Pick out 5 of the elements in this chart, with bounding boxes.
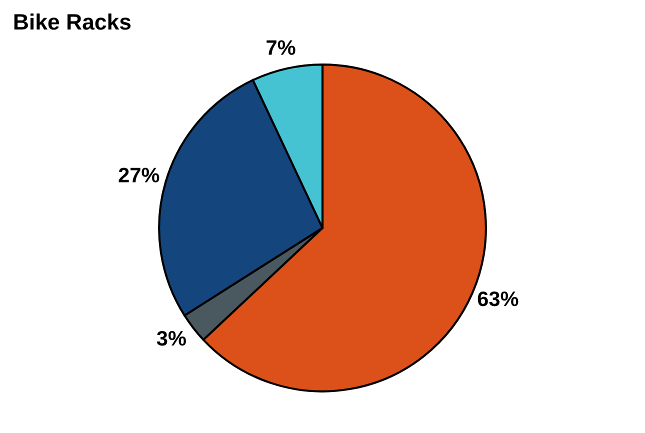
data-label: 7%: [266, 40, 296, 55]
data-label: 3%: [156, 330, 186, 346]
data-label: 27%: [118, 168, 160, 182]
chart-title: Bike Racks: [14, 13, 131, 30]
data-label: 63%: [478, 291, 518, 306]
